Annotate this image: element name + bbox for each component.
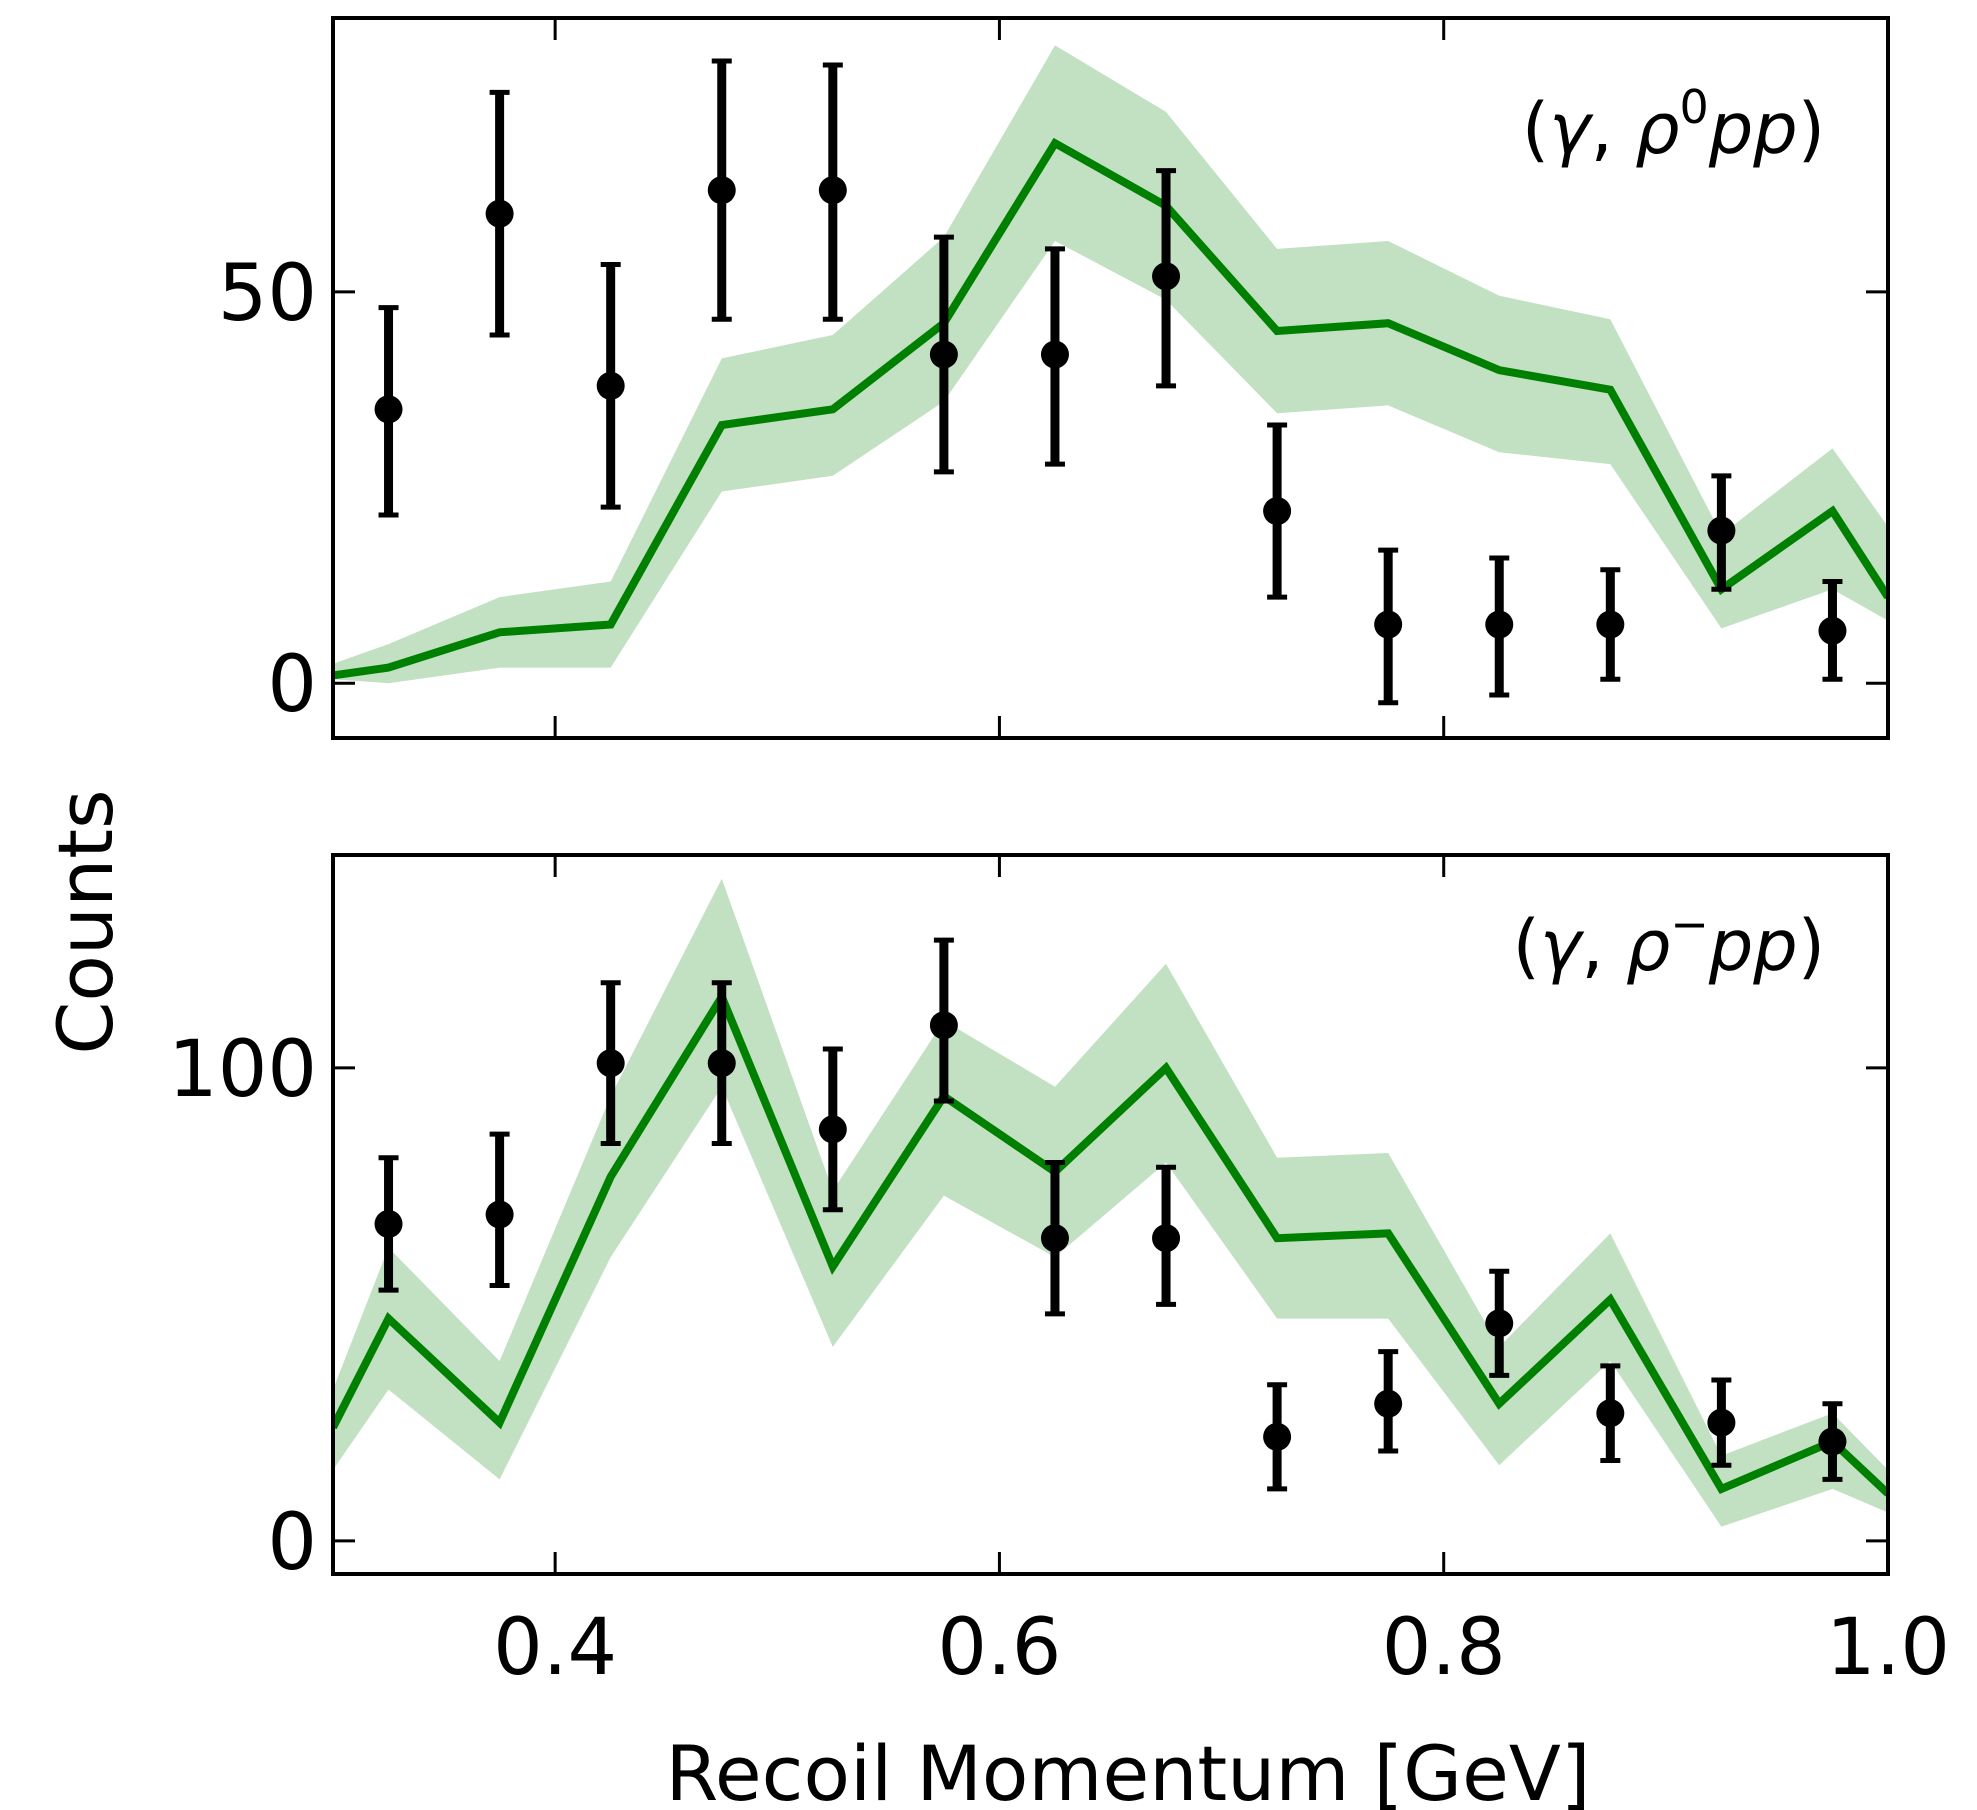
data-marker — [374, 395, 403, 424]
data-point — [1596, 567, 1625, 682]
data-points — [374, 58, 1847, 706]
y-axis-label: Counts — [41, 789, 130, 1054]
data-marker — [1596, 610, 1625, 639]
axes-frame — [331, 16, 1890, 740]
y-tick-label: 100 — [168, 1025, 317, 1115]
data-marker — [929, 1011, 958, 1040]
data-marker — [374, 1209, 403, 1238]
data-point — [707, 58, 736, 322]
model-line — [333, 137, 1888, 680]
data-marker — [1374, 1389, 1403, 1418]
model-curve — [333, 988, 1888, 1497]
data-point — [1263, 1382, 1292, 1492]
data-marker — [1152, 1224, 1181, 1253]
panel-label-rho0: (γ, ρ0pp) — [1522, 80, 1825, 170]
data-marker — [929, 340, 958, 369]
data-point — [1374, 547, 1403, 706]
model-line — [333, 988, 1888, 1497]
data-point — [707, 980, 736, 1147]
data-marker — [1818, 616, 1847, 645]
data-marker — [818, 1115, 847, 1144]
data-marker — [707, 1049, 736, 1078]
data-points — [374, 937, 1847, 1492]
data-marker — [596, 1049, 625, 1078]
plot-frame — [331, 16, 1890, 740]
data-marker — [1485, 610, 1514, 639]
data-marker — [1707, 1408, 1736, 1437]
data-marker — [1485, 1309, 1514, 1338]
plot-frame — [331, 853, 1890, 1576]
data-point — [1152, 1164, 1181, 1307]
data-point — [1040, 246, 1069, 467]
data-point — [1263, 422, 1292, 600]
data-point — [1707, 1377, 1736, 1468]
data-point — [485, 89, 514, 338]
data-point — [1485, 1268, 1514, 1378]
data-marker — [1152, 262, 1181, 291]
data-marker — [1818, 1427, 1847, 1456]
data-marker — [1596, 1399, 1625, 1428]
panel-label-rho-minus: (γ, ρ−pp) — [1513, 897, 1825, 987]
model-curve — [333, 137, 1888, 680]
data-point — [1485, 555, 1514, 698]
data-point — [374, 305, 403, 518]
data-point — [929, 937, 958, 1104]
data-marker — [1263, 1422, 1292, 1451]
x-tick-label: 0.4 — [493, 1603, 617, 1693]
data-point — [929, 234, 958, 475]
axes-frame — [331, 853, 1890, 1576]
panel-rho0: 0 50 (γ, ρ0pp) — [218, 16, 1890, 740]
data-point — [1818, 1401, 1847, 1482]
data-point — [818, 1046, 847, 1213]
x-axis-label: Recoil Momentum [GeV] — [666, 1729, 1591, 1810]
data-marker — [1040, 1224, 1069, 1253]
data-point — [1040, 1159, 1069, 1317]
panel-rho-minus: 0 100 0.4 0.6 0.8 1.0 (γ, ρ−pp) — [168, 853, 1950, 1693]
data-point — [818, 62, 847, 322]
data-point — [1374, 1349, 1403, 1454]
y-ticks: 0 50 — [218, 249, 1888, 730]
y-tick-label: 0 — [267, 1498, 317, 1588]
data-point — [1707, 473, 1736, 592]
data-marker — [485, 199, 514, 228]
data-marker — [485, 1200, 514, 1229]
y-tick-label: 0 — [267, 640, 317, 730]
y-tick-label: 50 — [218, 249, 317, 339]
x-ticks: 0.4 0.6 0.8 1.0 — [493, 855, 1950, 1693]
x-tick-label: 0.6 — [937, 1603, 1061, 1693]
data-point — [1818, 578, 1847, 682]
data-marker — [1374, 610, 1403, 639]
data-marker — [1263, 497, 1292, 526]
data-point — [596, 262, 625, 510]
data-point — [374, 1155, 403, 1293]
x-tick-label: 0.8 — [1382, 1603, 1506, 1693]
data-marker — [818, 176, 847, 205]
data-point — [1152, 168, 1181, 389]
y-ticks: 0 100 — [168, 1025, 1888, 1588]
data-marker — [1040, 340, 1069, 369]
data-point — [1596, 1363, 1625, 1463]
x-tick-label: 1.0 — [1826, 1603, 1950, 1693]
x-ticks — [553, 18, 1446, 738]
data-marker — [596, 371, 625, 400]
data-marker — [1707, 516, 1736, 545]
data-marker — [707, 176, 736, 205]
data-point — [485, 1131, 514, 1288]
data-point — [596, 980, 625, 1147]
